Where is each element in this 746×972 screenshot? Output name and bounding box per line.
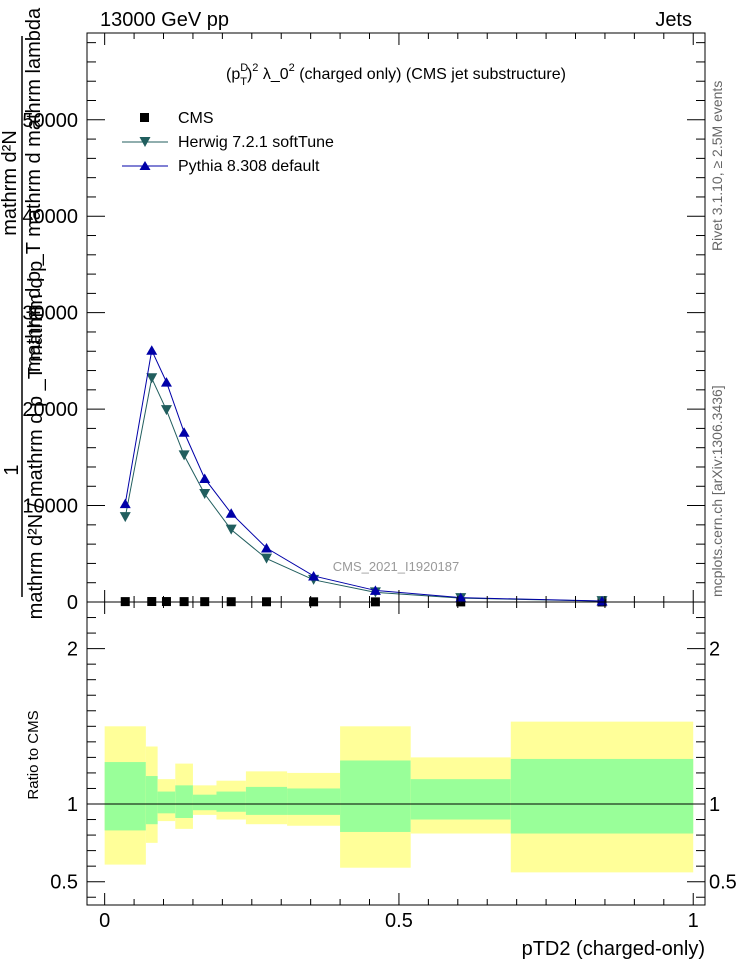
ratio-band-green <box>145 776 158 825</box>
header-right: Jets <box>655 9 692 31</box>
ratio-band-green <box>192 794 217 811</box>
y-tick-label: 0 <box>67 592 78 614</box>
ratio-y-tick-label-right: 0.5 <box>709 872 737 894</box>
legend-marker-cms <box>140 113 149 122</box>
data-point-pythia <box>119 498 131 509</box>
ratio-y-tick-label: 0.5 <box>50 872 78 894</box>
data-point-pythia <box>146 345 158 355</box>
title-sup-2: 2 <box>252 62 258 74</box>
title-lambda: λ_0 <box>258 66 288 83</box>
ratio-y-tick-label: 1 <box>67 794 78 816</box>
ratio-band-green <box>157 791 176 814</box>
legend-label-cms: CMS <box>178 110 214 127</box>
title-sub-t: T <box>240 76 247 88</box>
main-ylabel: 1 mathrm d²N mathrm d²N / mathrm d p _T … <box>0 7 47 619</box>
data-point-pythia <box>160 377 172 387</box>
data-point-pythia <box>261 542 273 553</box>
data-point-pythia <box>308 570 320 581</box>
ratio-band-green <box>410 779 511 820</box>
ylabel-numerator: mathrm d²N <box>0 130 21 236</box>
ratio-band-green <box>216 791 246 812</box>
legend-marker-herwig <box>139 137 151 147</box>
x-tick-label: 1 <box>688 910 699 932</box>
ratio-band-green <box>104 762 146 831</box>
data-point-herwig <box>160 405 172 416</box>
data-point-herwig <box>261 553 273 564</box>
ratio-band-green <box>245 786 288 815</box>
title-sup-d: D <box>240 62 248 74</box>
chart-title: (pD T)2 λ_02 (charged only) (CMS jet subs… <box>226 62 566 88</box>
ratio-ylabel: Ratio to CMS <box>25 710 42 799</box>
ratio-ticks: 0 0.5 1 0.5 0.5 1 1 2 2 <box>50 602 737 932</box>
ratio-bands <box>104 721 694 873</box>
y-tick-label: 40000 <box>22 206 78 228</box>
ratio-y-tick-label-right: 1 <box>709 794 720 816</box>
legend-marker-pythia <box>139 161 151 170</box>
x-tick-label: 0 <box>99 910 110 932</box>
mcplots-label: mcplots.cern.ch [arXiv:1306.3436] <box>709 385 725 597</box>
data-point-herwig <box>146 373 158 384</box>
legend: CMS Herwig 7.2.1 softTune Pythia 8.308 d… <box>122 110 334 175</box>
data-point-herwig <box>199 488 211 499</box>
main-panel: 0 10000 20000 30000 40000 50000 <box>22 32 706 614</box>
data-point-pythia <box>178 427 190 437</box>
main-ticks: 0 10000 20000 30000 40000 50000 <box>22 33 705 614</box>
y-tick-label: 10000 <box>22 496 78 518</box>
ratio-frame <box>86 601 706 906</box>
legend-label-herwig: Herwig 7.2.1 softTune <box>178 134 334 151</box>
legend-label-pythia: Pythia 8.308 default <box>178 158 320 175</box>
x-tick-label: 0.5 <box>385 910 413 932</box>
ratio-band-green <box>510 758 694 834</box>
data-point-herwig <box>225 524 237 535</box>
y-tick-label: 50000 <box>22 110 78 132</box>
ratio-band-green <box>340 760 411 832</box>
main-plot-content <box>119 345 608 607</box>
ratio-panel: 0 0.5 1 0.5 0.5 1 1 2 2 <box>50 601 737 932</box>
ylabel-one: 1 <box>1 464 23 475</box>
analysis-label: CMS_2021_I1920187 <box>333 559 460 574</box>
title-sup-3: 2 <box>289 62 295 74</box>
data-point-pythia <box>225 508 237 518</box>
header-left: 13000 GeV pp <box>100 9 229 31</box>
x-axis-label: pTD2 (charged-only) <box>522 938 705 960</box>
y-tick-label: 30000 <box>22 303 78 325</box>
data-point-herwig <box>178 450 190 461</box>
ylabel-denominator: mathrm d²N / mathrm d p _T mathrm d p <box>25 261 47 620</box>
ratio-y-tick-label-right: 2 <box>709 639 720 661</box>
ylabel-numerator2: mathrm d p _T mathrm d mathrm lambda <box>23 7 45 372</box>
ratio-band-green <box>175 785 193 818</box>
title-open: (p <box>226 66 240 83</box>
ratio-y-tick-label: 2 <box>67 639 78 661</box>
title-close: ) <box>247 66 252 83</box>
data-point-herwig <box>119 512 131 523</box>
y-tick-label: 20000 <box>22 399 78 421</box>
data-point-pythia <box>199 473 211 484</box>
title-rest: (charged only) (CMS jet substructure) <box>295 66 566 83</box>
rivet-label: Rivet 3.1.10, ≥ 2.5M events <box>709 81 725 251</box>
ratio-band-green <box>287 788 341 815</box>
data-point-pythia <box>369 585 381 595</box>
